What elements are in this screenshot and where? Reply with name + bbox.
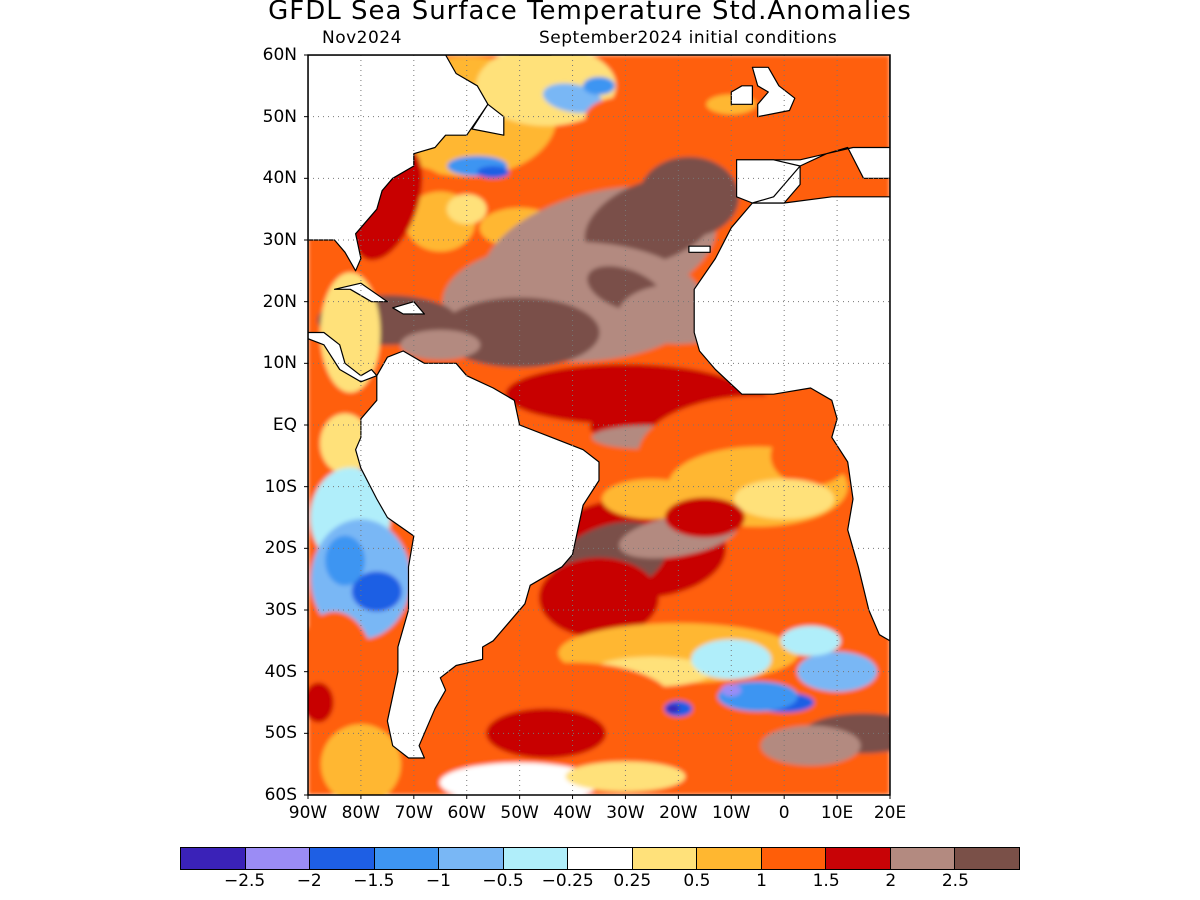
anomaly-region [691,639,772,680]
anomaly-region [308,682,334,723]
lat-tick-label: 40S [264,661,297,682]
lon-tick-label: 10E [820,803,854,823]
colorbar-swatch [890,848,956,869]
lat-tick-label: 10S [264,476,297,497]
colorbar-swatch [374,848,440,869]
greenland-tip [518,55,553,56]
lon-tick-label: 30W [606,803,645,823]
colorbar-label: 2.5 [941,871,969,891]
colorbar-swatch [761,848,827,869]
lon-tick-label: 50W [500,803,539,823]
colorbar-label: −1 [425,871,451,891]
lon-tick-label: 90W [288,803,328,823]
anomaly-region [320,724,401,795]
colorbar-label: −0.25 [541,871,594,891]
anomaly-region [664,497,745,538]
colorbar [180,847,1020,870]
lat-tick-label: 60N [262,45,297,65]
lat-tick-label: 20N [262,291,297,312]
anomaly-region [585,96,666,137]
lon-tick-label: 20W [659,803,698,823]
lon-tick-label: 20E [873,803,907,823]
colorbar-label: −1.5 [353,871,395,891]
anomaly-region [760,725,861,766]
lon-tick-label: 80W [341,803,381,823]
forecast-month: Nov2024 [322,28,402,48]
lat-tick-label: 50N [262,106,297,127]
lat-tick-label: 30S [264,600,297,620]
lat-tick-label: EQ [272,415,297,435]
colorbar-label: −0.5 [482,871,524,891]
canary-islands [688,245,711,253]
colorbar-label: 2 [885,871,897,891]
colorbar-label: 1.5 [812,871,840,891]
anomaly-region [666,704,681,713]
lon-tick-label: 60W [447,803,486,823]
anomaly-region [486,708,607,759]
lon-tick-label: 10W [712,803,751,823]
colorbar-swatch [181,848,246,869]
colorbar-swatch [245,848,311,869]
colorbar-swatch [439,848,504,869]
anomaly-region [638,156,739,237]
anomaly-region [477,166,510,179]
colorbar-label: −2.5 [223,871,266,891]
colorbar-swatch [503,848,569,869]
anomaly-region [325,535,366,586]
lat-tick-label: 10N [262,353,297,374]
initial-conditions-label: September2024 initial conditions [539,28,838,48]
lat-tick-label: 40N [262,168,297,189]
anomaly-region [400,329,481,360]
anomaly-region [583,76,615,95]
colorbar-swatch [310,848,375,869]
chart-title: GFDL Sea Surface Temperature Std.Anomali… [268,0,912,26]
colorbar-swatch [697,848,762,869]
anomaly-region [565,761,686,792]
cuba [333,282,388,303]
colorbar-label: 1 [756,871,767,891]
lat-tick-label: 30N [262,230,297,250]
lat-tick-label: 60S [264,785,297,805]
north-america [308,55,489,272]
anomaly-region [539,557,659,638]
colorbar-label: −2 [296,871,322,891]
colorbar-swatch [632,848,698,869]
anomaly-region [351,571,402,612]
anomaly-region [439,762,600,795]
anomaly-region [780,625,841,656]
colorbar-swatch [826,848,891,869]
lon-tick-label: 70W [394,803,434,823]
anomaly-region [797,651,878,692]
colorbar-label: 0.5 [683,871,711,891]
lat-tick-label: 50S [264,723,297,744]
colorbar-swatch [568,848,633,869]
anomaly-region [439,297,600,368]
anomaly-region [734,479,835,519]
central-america [308,239,378,383]
hispaniola [392,301,425,315]
lon-tick-label: 0 [778,803,790,823]
ireland [730,85,754,105]
colorbar-label: 0.25 [613,871,652,891]
colorbar-swatch [955,848,1019,869]
anomaly-region [446,194,487,225]
lat-tick-label: 20S [264,538,297,559]
british-isles [751,66,796,118]
lon-tick-label: 40W [553,803,592,823]
anomaly-region [770,425,851,486]
